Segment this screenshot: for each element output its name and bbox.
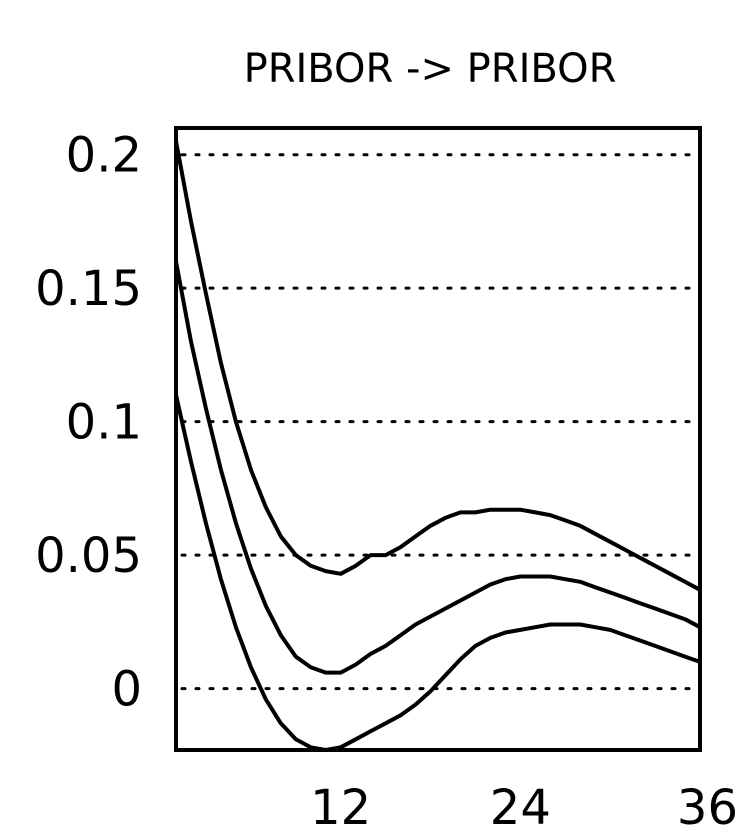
x-axis-tick-labels: 12 24 36 [310, 780, 738, 831]
y-tick-label: 0.2 [66, 128, 142, 184]
upper-band-line [174, 139, 702, 592]
y-tick-label: 0.15 [35, 261, 142, 317]
y-tick-label: 0.05 [35, 528, 142, 584]
plot-frame [174, 126, 702, 752]
chart-title: PRIBOR -> PRIBOR [244, 46, 617, 92]
x-tick-label: 12 [310, 780, 371, 831]
y-axis-tick-labels: 0 0.05 0.1 0.15 0.2 [35, 128, 142, 718]
gridlines [180, 153, 700, 691]
y-tick-label: 0 [111, 662, 142, 718]
lower-band-line [174, 393, 702, 752]
x-tick-label: 36 [677, 780, 738, 831]
y-tick-label: 0.1 [66, 395, 142, 451]
series-lines [174, 139, 702, 752]
x-tick-label: 24 [490, 780, 551, 831]
median-response-line [174, 259, 702, 675]
